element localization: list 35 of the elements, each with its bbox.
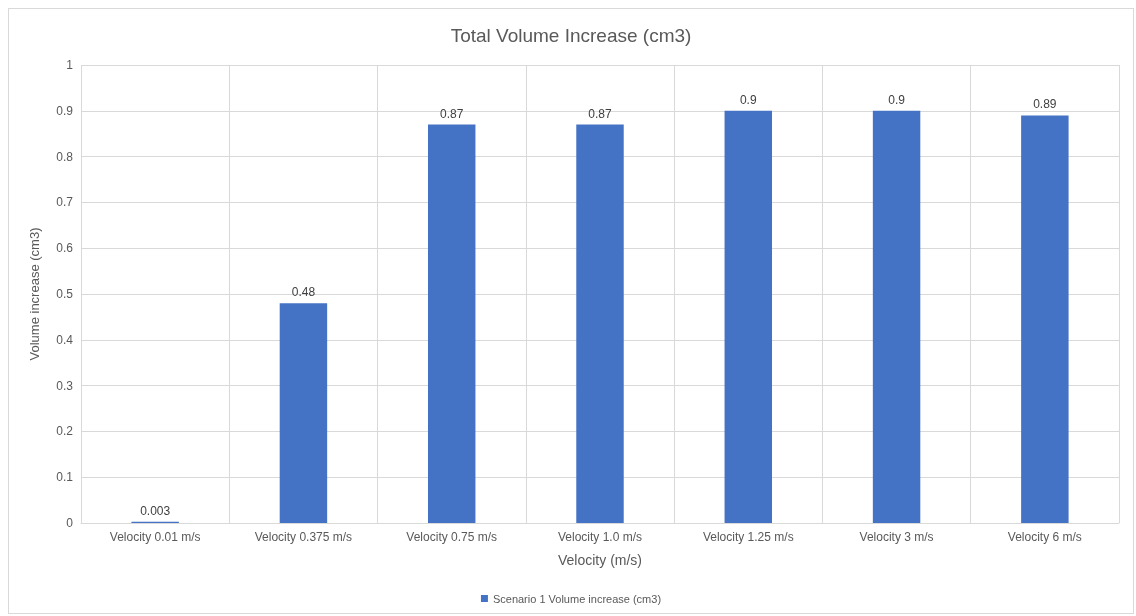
data-label: 0.9	[888, 92, 906, 107]
data-label: 0.89	[1033, 97, 1057, 112]
legend-label: Scenario 1 Volume increase (cm3)	[492, 592, 662, 605]
y-axis-title: Volume increase (cm3)	[27, 227, 42, 361]
y-tick-label: 0.7	[56, 195, 74, 210]
x-tick-label: Velocity 1.25 m/s	[702, 530, 794, 544]
bar	[576, 124, 624, 523]
x-tick-label: Velocity 0.01 m/s	[109, 530, 201, 544]
y-tick-label: 0.5	[56, 287, 74, 301]
data-label: 0.87	[588, 106, 612, 121]
bar	[872, 110, 921, 523]
bar	[279, 303, 328, 523]
y-tick-label: 0.2	[56, 424, 74, 439]
data-label: 0.87	[440, 106, 464, 121]
bar	[1021, 115, 1069, 523]
data-label: 0.003	[140, 503, 171, 518]
bar	[724, 110, 773, 523]
x-tick-label: Velocity 0.375 m/s	[254, 530, 353, 544]
y-tick-label: 0.1	[56, 470, 74, 485]
y-tick-label: 0.8	[56, 149, 74, 164]
data-label: 0.48	[291, 285, 316, 300]
y-tick-label: 0.6	[56, 241, 74, 256]
x-axis-title: Velocity (m/s)	[557, 552, 643, 568]
data-label: 0.9	[739, 92, 757, 107]
y-tick-label: 0.4	[56, 332, 74, 347]
x-tick-label: Velocity 3 m/s	[859, 530, 934, 544]
y-tick-label: 1	[66, 58, 74, 72]
x-tick-label: Velocity 1.0 m/s	[557, 530, 643, 544]
chart-title: Total Volume Increase (cm3)	[450, 25, 692, 46]
y-tick-label: 0.3	[56, 378, 74, 393]
y-tick-label: 0.9	[56, 103, 74, 118]
x-tick-label: Velocity 0.75 m/s	[406, 530, 498, 544]
x-tick-label: Velocity 6 m/s	[1007, 530, 1082, 544]
bar	[427, 124, 476, 523]
y-tick-label: 0	[66, 516, 74, 530]
